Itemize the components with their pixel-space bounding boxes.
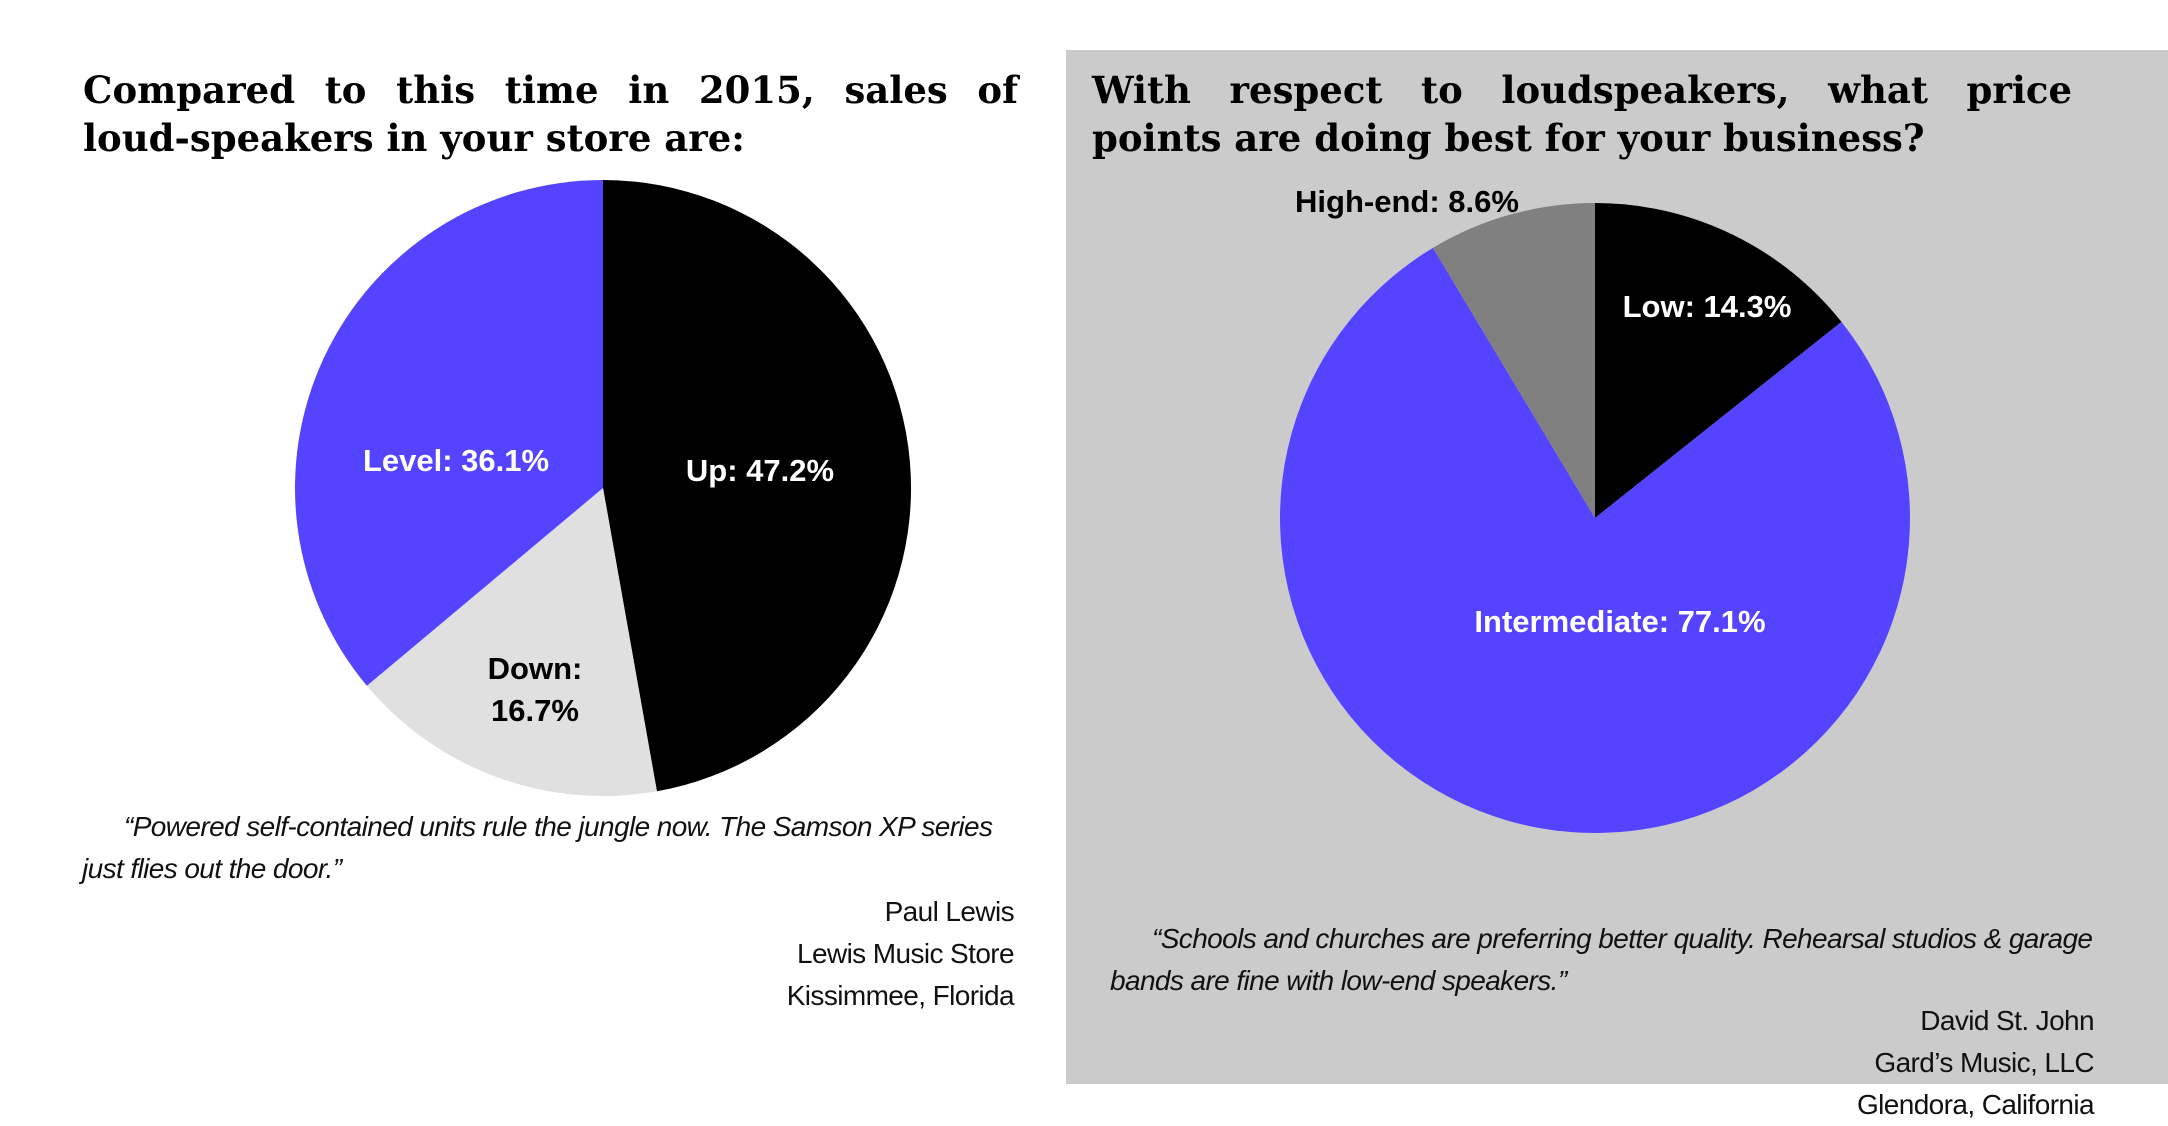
right-label-low-line: Low: 14.3% [1623,289,1792,324]
left-label-down: Down: 16.7% [488,651,583,728]
left-chart-title: Compared to this time in 2015, sales of … [83,68,1018,160]
left-pie-chart: Up: 47.2% Down: 16.7% Level: 36.1% [295,180,912,797]
right-label-low: Low: 14.3% [1623,289,1792,324]
right-label-intermediate-line: Intermediate: 77.1% [1474,604,1765,639]
left-label-down-line: Down: [488,651,583,686]
left-quote: “Powered self-contained units rule the j… [82,811,993,884]
left-attribution-store: Lewis Music Store [797,938,1015,969]
left-label-up: Up: 47.2% [686,453,834,488]
right-quote: “Schools and churches are preferring bet… [1110,923,2093,996]
right-attribution-location: Glendora, California [1856,1089,2095,1120]
right-label-intermediate: Intermediate: 77.1% [1474,604,1765,639]
left-slice-up [603,180,912,792]
right-attribution-store: Gard’s Music, LLC [1874,1047,2094,1078]
right-slice-intermediate [1279,247,1910,834]
left-attribution-name: Paul Lewis [884,896,1015,927]
right-slice-low [1595,203,1842,518]
left-attribution-location: Kissimmee, Florida [786,980,1015,1011]
left-label-level: Level: 36.1% [363,443,549,478]
right-attribution: David St. John Gard’s Music, LLC Glendor… [1856,1000,2095,1126]
left-label-level-line: Level: 36.1% [363,443,549,478]
right-pie-chart: Low: 14.3% Intermediate: 77.1% High-end: 8… [1279,184,1910,834]
left-label-down-line: 16.7% [491,693,579,728]
left-label-up-line: Up: 47.2% [686,453,834,488]
right-attribution-name: David St. John [1920,1005,2094,1036]
right-chart-panel: With respect to loudspeakers, what price… [1066,50,2168,1120]
left-slice-down [366,488,657,797]
right-label-high-end: High-end: 8.6% [1295,184,1519,219]
right-label-high-end-line: High-end: 8.6% [1295,184,1519,219]
right-chart-title: With respect to loudspeakers, what price… [1092,68,2072,160]
left-slice-level [295,180,603,686]
left-chart-panel: Compared to this time in 2015, sales of … [0,0,1066,1090]
left-attribution: Paul Lewis Lewis Music Store Kissimmee, … [786,891,1015,1017]
right-slice-high-end [1432,203,1595,518]
